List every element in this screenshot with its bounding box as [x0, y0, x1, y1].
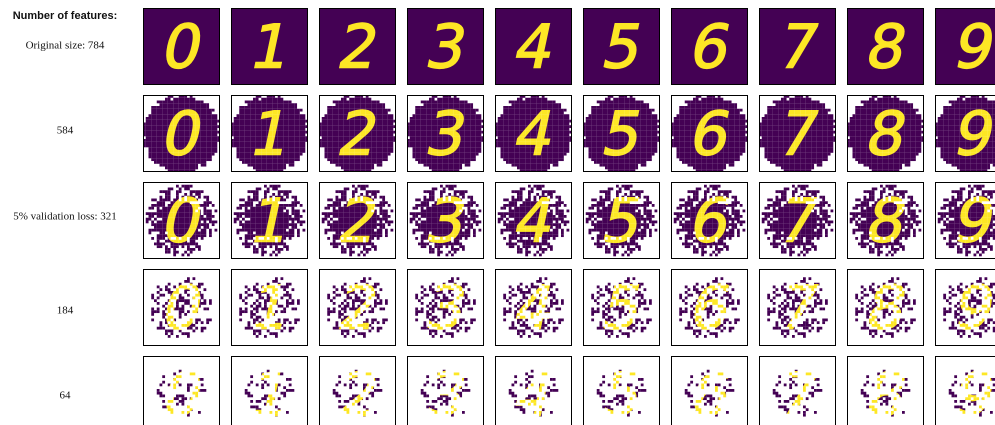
panel-bg	[231, 356, 308, 425]
masked-image: 4	[495, 95, 572, 172]
digit-panel: 0	[143, 269, 220, 346]
digit-panel: 0	[143, 8, 220, 85]
digit-panel: 9	[935, 8, 995, 85]
digit-panel: 1	[231, 356, 308, 425]
digit-panel: 5	[583, 8, 660, 85]
panel-bg	[143, 356, 220, 425]
digit-panel: 3	[407, 8, 484, 85]
digit-panel: 4	[495, 356, 572, 425]
digit-panel: 1	[231, 8, 308, 85]
row-label: 184	[57, 305, 74, 317]
digit-panel: 2	[319, 95, 396, 172]
panel-bg	[671, 356, 748, 425]
digit-panel: 9	[935, 269, 995, 346]
row-label: 5% validation loss: 321	[13, 211, 117, 223]
panel-bg	[847, 356, 924, 425]
masked-image: 0	[143, 95, 220, 172]
header-title: Number of features:	[13, 10, 118, 22]
masked-image: 1	[231, 8, 308, 85]
digit-panel: 2	[319, 182, 396, 259]
digit-panel: 9	[935, 95, 995, 172]
digit-panel: 1	[231, 182, 308, 259]
digit-panel: 4	[495, 8, 572, 85]
masked-image: 3	[407, 8, 484, 85]
digit-panel: 5	[583, 356, 660, 425]
digit-panel: 7	[759, 356, 836, 425]
digit-panel: 6	[671, 356, 748, 425]
digit-panel: 8	[847, 95, 924, 172]
masked-image: 4	[495, 8, 572, 85]
digit-panel: 8	[847, 182, 924, 259]
digit-panel: 7	[759, 8, 836, 85]
digit-panel: 2	[319, 8, 396, 85]
masked-image: 5	[583, 95, 660, 172]
digit-panel: 6	[671, 269, 748, 346]
digit-panel: 1	[231, 269, 308, 346]
panel-bg	[935, 356, 995, 425]
masked-image: 1	[231, 95, 308, 172]
digit-panel: 2	[319, 356, 396, 425]
digit-panel: 6	[671, 8, 748, 85]
panel-bg	[759, 356, 836, 425]
masked-image: 8	[847, 95, 924, 172]
masked-image: 8	[847, 8, 924, 85]
digit-panel: 3	[407, 269, 484, 346]
digit-panel: 6	[671, 95, 748, 172]
digit-panel: 8	[847, 8, 924, 85]
digit-panel: 9	[935, 182, 995, 259]
masked-image: 7	[759, 95, 836, 172]
digit-panel: 3	[407, 182, 484, 259]
digit-panel: 5	[583, 269, 660, 346]
digit-panel: 7	[759, 182, 836, 259]
masked-image: 2	[319, 8, 396, 85]
digit-panel: 5	[583, 95, 660, 172]
digit-panel: 8	[847, 356, 924, 425]
digit-panel: 4	[495, 95, 572, 172]
digit-panel: 8	[847, 269, 924, 346]
panel-bg	[319, 356, 396, 425]
digit-panel: 1	[231, 95, 308, 172]
row-label: 584	[57, 125, 74, 137]
digit-panel: 0	[143, 95, 220, 172]
digit-panel: 7	[759, 95, 836, 172]
panel-bg	[583, 356, 660, 425]
panel-bg	[407, 356, 484, 425]
digit-panel: 4	[495, 269, 572, 346]
digit-panel: 3	[407, 356, 484, 425]
masked-image: 6	[671, 8, 748, 85]
digit-panel: 2	[319, 269, 396, 346]
digit-panel: 5	[583, 182, 660, 259]
digit-panel: 9	[935, 356, 995, 425]
digit-panel: 0	[143, 356, 220, 425]
masked-image: 6	[671, 95, 748, 172]
digit-panel: 0	[143, 182, 220, 259]
digit-panel: 7	[759, 269, 836, 346]
masked-image: 3	[407, 95, 484, 172]
masked-image: 9	[935, 8, 995, 85]
digit-panel: 6	[671, 182, 748, 259]
masked-image: 7	[759, 8, 836, 85]
masked-image: 0	[143, 8, 220, 85]
masked-image: 9	[935, 95, 995, 172]
row-label: Original size: 784	[26, 40, 105, 52]
masked-image: 2	[319, 95, 396, 172]
digit-panel: 3	[407, 95, 484, 172]
masked-image: 5	[583, 8, 660, 85]
digit-panel: 4	[495, 182, 572, 259]
figure: Number of features: Original size: 78401…	[0, 0, 995, 425]
row-label: 64	[60, 390, 72, 402]
panel-bg	[495, 356, 572, 425]
